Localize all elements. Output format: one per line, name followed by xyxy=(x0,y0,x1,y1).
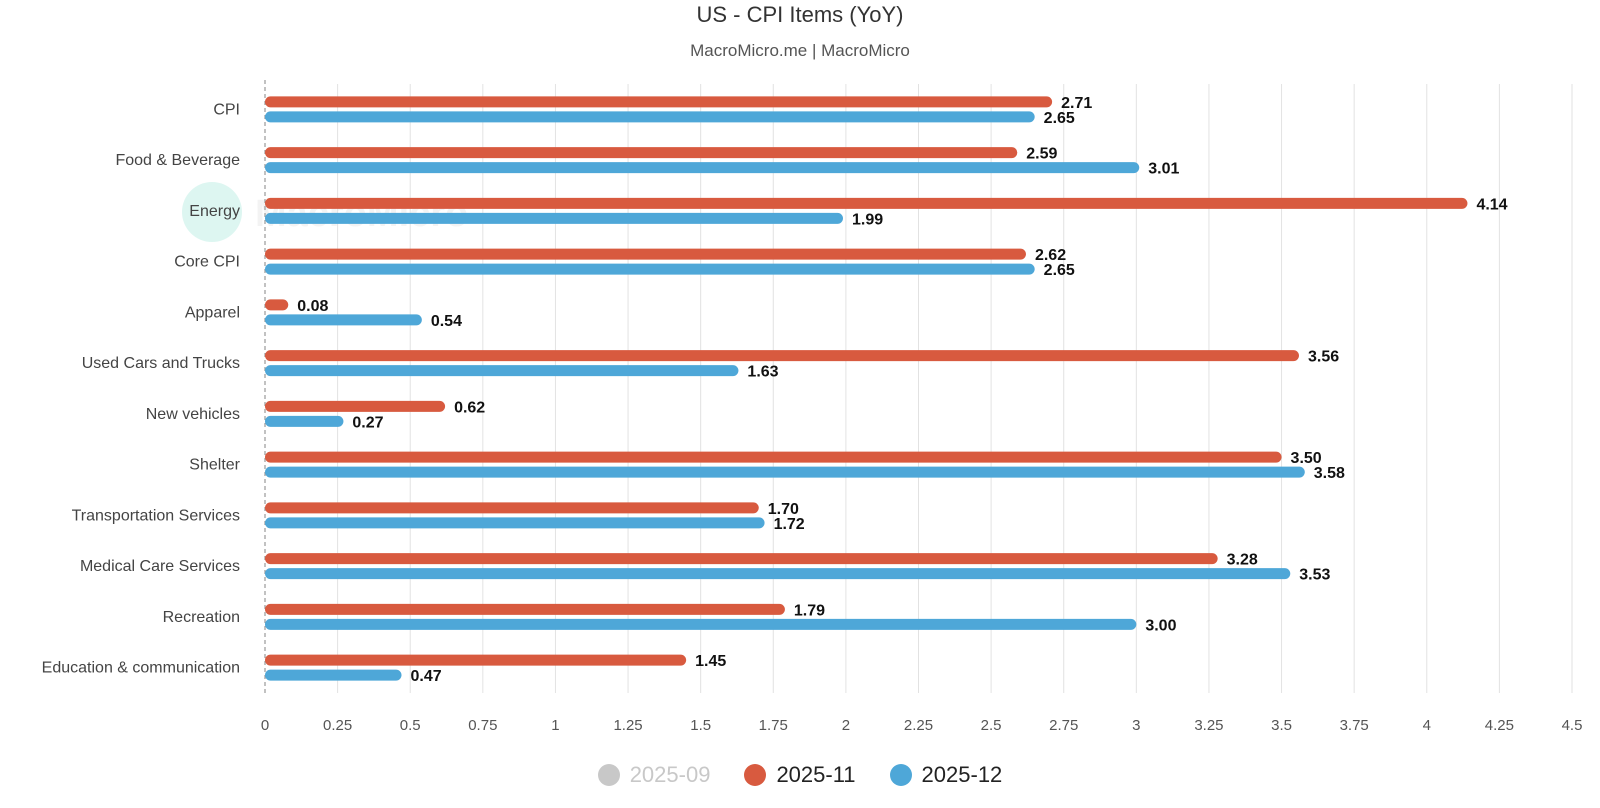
data-label: 1.45 xyxy=(695,653,726,670)
bar-2025-12 xyxy=(265,111,1035,123)
chart-title: US - CPI Items (YoY) xyxy=(696,2,904,27)
data-label: 3.00 xyxy=(1145,617,1176,634)
watermark-logo-icon xyxy=(182,182,242,242)
bar-2025-12 xyxy=(265,212,843,224)
chart-legend: 2025-09 2025-11 2025-12 xyxy=(0,762,1600,788)
x-tick-label: 3.25 xyxy=(1194,717,1223,734)
legend-item-2025-12[interactable]: 2025-12 xyxy=(889,762,1003,788)
data-label: 2.62 xyxy=(1035,247,1066,264)
bar-2025-12 xyxy=(265,618,1137,630)
x-tick-label: 4 xyxy=(1423,717,1431,734)
category-label: Core CPI xyxy=(174,254,240,271)
data-label: 1.79 xyxy=(794,602,825,619)
x-tick-label: 1.25 xyxy=(613,717,642,734)
bar-2025-11 xyxy=(265,654,687,666)
x-tick-label: 3.75 xyxy=(1340,717,1369,734)
x-tick-label: 1.5 xyxy=(690,717,711,734)
legend-item-2025-09[interactable]: 2025-09 xyxy=(597,762,711,788)
bar-2025-11 xyxy=(265,96,1053,108)
legend-label: 2025-11 xyxy=(776,762,856,787)
bar-2025-11 xyxy=(265,502,759,514)
data-label: 1.70 xyxy=(768,501,799,518)
category-label: New vehicles xyxy=(146,406,240,423)
data-label: 3.50 xyxy=(1291,450,1322,467)
bar-2025-12 xyxy=(265,314,422,326)
bar-2025-12 xyxy=(265,568,1291,580)
x-tick-label: 1.75 xyxy=(759,717,788,734)
bar-2025-12 xyxy=(265,466,1305,478)
x-tick-label: 2 xyxy=(842,717,850,734)
data-label: 3.53 xyxy=(1299,567,1330,584)
data-label: 2.71 xyxy=(1061,95,1092,112)
data-label: 1.99 xyxy=(852,211,883,228)
x-tick-label: 2.25 xyxy=(904,717,933,734)
data-label: 1.63 xyxy=(747,364,778,381)
data-label: 3.28 xyxy=(1227,552,1258,569)
bar-2025-12 xyxy=(265,669,402,681)
category-label: Apparel xyxy=(185,304,240,321)
x-tick-label: 2.5 xyxy=(981,717,1002,734)
bar-2025-11 xyxy=(265,147,1018,159)
category-label: Energy xyxy=(189,203,240,220)
x-tick-label: 3.5 xyxy=(1271,717,1292,734)
bar-2025-11 xyxy=(265,400,446,412)
legend-dot-icon xyxy=(889,764,912,786)
data-label: 3.56 xyxy=(1308,349,1339,366)
x-tick-label: 0.5 xyxy=(400,717,421,734)
legend-dot-icon xyxy=(744,764,767,786)
bar-2025-11 xyxy=(265,603,785,615)
bar-2025-11 xyxy=(265,299,289,311)
data-label: 3.01 xyxy=(1148,161,1179,178)
x-tick-label: 2.75 xyxy=(1049,717,1078,734)
category-label: Food & Beverage xyxy=(115,152,240,169)
bar-2025-11 xyxy=(265,248,1026,260)
data-label: 2.65 xyxy=(1044,110,1075,127)
x-tick-label: 4.5 xyxy=(1562,717,1583,734)
bar-2025-12 xyxy=(265,263,1035,275)
x-tick-label: 1 xyxy=(551,717,559,734)
category-label: Transportation Services xyxy=(72,507,240,524)
x-tick-label: 0.25 xyxy=(323,717,352,734)
data-label: 0.47 xyxy=(411,668,442,685)
legend-item-2025-11[interactable]: 2025-11 xyxy=(744,762,856,788)
legend-label: 2025-12 xyxy=(921,762,1003,787)
bar-2025-12 xyxy=(265,365,739,377)
bar-2025-12 xyxy=(265,517,765,529)
legend-label: 2025-09 xyxy=(629,762,711,787)
data-label: 2.65 xyxy=(1044,262,1075,279)
bar-2025-11 xyxy=(265,451,1282,463)
x-tick-label: 0.75 xyxy=(468,717,497,734)
bar-2025-11 xyxy=(265,350,1299,362)
data-label: 1.72 xyxy=(774,516,805,533)
data-label: 0.54 xyxy=(431,313,462,330)
legend-dot-icon xyxy=(597,764,620,786)
data-label: 4.14 xyxy=(1476,196,1507,213)
category-label: Medical Care Services xyxy=(80,558,240,575)
chart-subtitle: MacroMicro.me | MacroMicro xyxy=(690,41,910,60)
data-label: 3.58 xyxy=(1314,465,1345,482)
category-label: CPI xyxy=(213,101,240,118)
x-tick-label: 4.25 xyxy=(1485,717,1514,734)
category-label: Education & communication xyxy=(42,660,240,677)
bar-2025-11 xyxy=(265,553,1218,565)
bar-2025-11 xyxy=(265,197,1468,209)
category-label: Recreation xyxy=(163,609,240,626)
data-label: 0.27 xyxy=(352,414,383,431)
bar-2025-12 xyxy=(265,162,1140,174)
bar-2025-12 xyxy=(265,415,344,427)
data-label: 0.62 xyxy=(454,399,485,416)
x-tick-label: 0 xyxy=(261,717,269,734)
data-label: 0.08 xyxy=(297,298,328,315)
category-label: Shelter xyxy=(189,457,240,474)
data-label: 2.59 xyxy=(1026,146,1057,163)
category-label: Used Cars and Trucks xyxy=(82,355,240,372)
x-tick-label: 3 xyxy=(1132,717,1140,734)
